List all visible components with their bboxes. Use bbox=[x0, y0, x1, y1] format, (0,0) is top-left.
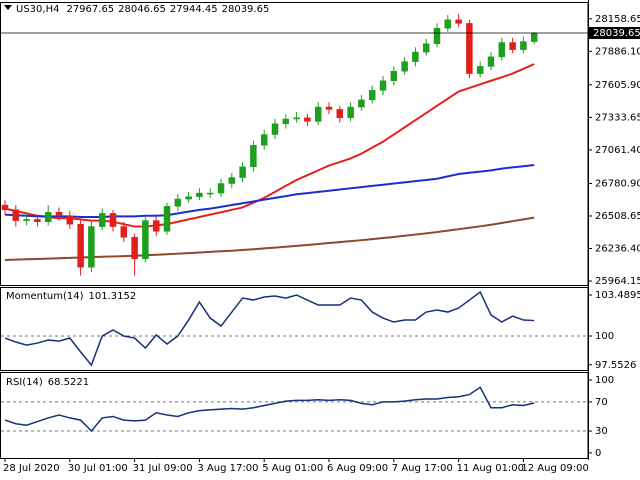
candle-body bbox=[174, 198, 182, 207]
y-tick-label: 26236.40 bbox=[595, 244, 640, 255]
candle-body bbox=[368, 90, 376, 101]
candle-body bbox=[98, 213, 106, 227]
header: US30,H4 27967.65 28046.65 27944.45 28039.65 bbox=[16, 4, 269, 15]
indicator-name: Momentum(14) bbox=[6, 291, 84, 302]
indicator-name: RSI(14) bbox=[6, 377, 43, 388]
candle-body bbox=[422, 43, 430, 53]
candle-body bbox=[217, 183, 225, 194]
candle-body bbox=[120, 226, 128, 238]
y-tick-label: 26508.65 bbox=[595, 211, 640, 222]
candle-body bbox=[34, 219, 41, 223]
candle-body bbox=[358, 99, 365, 108]
menu-triangle bbox=[4, 5, 12, 10]
candle-body bbox=[304, 117, 311, 122]
candle-body bbox=[487, 56, 495, 67]
candle-body bbox=[66, 215, 74, 225]
y-tick-label: 70 bbox=[595, 397, 608, 408]
moving-average bbox=[4, 164, 535, 218]
candle-body bbox=[412, 51, 419, 62]
candle-body bbox=[163, 205, 171, 232]
candle-body bbox=[390, 70, 398, 82]
candle-body bbox=[131, 237, 138, 260]
y-tick-label: 26780.90 bbox=[595, 178, 640, 189]
candle-body bbox=[498, 42, 506, 58]
indicator-line bbox=[4, 290, 535, 367]
candle-body bbox=[293, 117, 300, 120]
candle-body bbox=[239, 166, 246, 178]
candle-body bbox=[336, 109, 344, 119]
open: 27967.65 bbox=[66, 4, 114, 15]
candle-body bbox=[347, 106, 354, 119]
y-tick-label: 27605.90 bbox=[595, 80, 640, 91]
candle-body bbox=[401, 61, 408, 72]
candle-body bbox=[88, 226, 95, 268]
x-tick-label: 6 Aug 09:00 bbox=[327, 463, 388, 474]
candle-body bbox=[444, 19, 452, 29]
indicator-line bbox=[4, 386, 535, 433]
candle-body bbox=[1, 204, 9, 211]
high: 28046.65 bbox=[118, 4, 166, 15]
candle-body bbox=[44, 211, 52, 223]
x-tick-label: 11 Aug 01:00 bbox=[457, 463, 524, 474]
x-tick-label: 3 Aug 17:00 bbox=[197, 463, 258, 474]
candle-body bbox=[509, 42, 516, 50]
candle-body bbox=[455, 19, 462, 24]
symbol: US30,H4 bbox=[16, 4, 59, 15]
price-box bbox=[589, 26, 640, 39]
low: 27944.45 bbox=[170, 4, 218, 15]
y-tick-label: 27333.65 bbox=[595, 112, 640, 123]
x-tick-label: 30 Jul 01:00 bbox=[68, 463, 128, 474]
candle-body bbox=[228, 177, 236, 184]
candle-body bbox=[314, 106, 322, 122]
candle-body bbox=[185, 196, 192, 200]
y-tick-label: 103.4895 bbox=[595, 290, 640, 301]
close: 28039.65 bbox=[222, 4, 270, 15]
candle-body bbox=[530, 32, 538, 42]
candle-body bbox=[152, 220, 160, 232]
candle-body bbox=[271, 123, 279, 135]
indicator-value: 101.3152 bbox=[89, 291, 137, 302]
y-tick-label: 97.5526 bbox=[595, 360, 636, 371]
y-tick-label: 28158.65 bbox=[595, 14, 640, 25]
candle-body bbox=[325, 106, 333, 110]
candle-body bbox=[142, 220, 149, 260]
indicator-value: 68.5221 bbox=[48, 377, 89, 388]
candle-body bbox=[206, 192, 214, 195]
x-tick-label: 12 Aug 09:00 bbox=[521, 463, 588, 474]
y-tick-label: 100 bbox=[595, 331, 614, 342]
candle-body bbox=[109, 213, 117, 227]
candle-body bbox=[282, 118, 290, 125]
y-tick-label: 30 bbox=[595, 426, 608, 437]
candle-body bbox=[12, 209, 20, 221]
moving-average bbox=[4, 63, 535, 228]
candle-body bbox=[77, 223, 84, 268]
candle-body bbox=[433, 27, 441, 44]
candle-body bbox=[476, 66, 484, 74]
y-tick-label: 0 bbox=[595, 448, 601, 459]
x-tick-label: 5 Aug 01:00 bbox=[262, 463, 323, 474]
y-tick-label: 25964.15 bbox=[595, 276, 640, 287]
candle-body bbox=[466, 23, 473, 74]
price-label: 28039.65 bbox=[593, 28, 640, 39]
candle-body bbox=[55, 211, 63, 217]
y-tick-label: 27061.40 bbox=[595, 145, 640, 156]
x-tick-label: 31 Jul 09:00 bbox=[133, 463, 193, 474]
rsi-title: RSI(14) 68.5221 bbox=[6, 377, 89, 388]
candle-body bbox=[250, 145, 257, 168]
y-tick-label: 100 bbox=[595, 375, 614, 386]
y-tick-label: 27886.10 bbox=[595, 46, 640, 57]
x-tick-label: 28 Jul 2020 bbox=[3, 463, 60, 474]
candle-body bbox=[379, 80, 387, 91]
x-tick-label: 7 Aug 17:00 bbox=[392, 463, 453, 474]
candle-body bbox=[23, 219, 30, 221]
candle-body bbox=[520, 41, 527, 50]
candle-body bbox=[196, 192, 203, 197]
momentum-title: Momentum(14) 101.3152 bbox=[6, 291, 136, 302]
candle-body bbox=[260, 134, 268, 146]
